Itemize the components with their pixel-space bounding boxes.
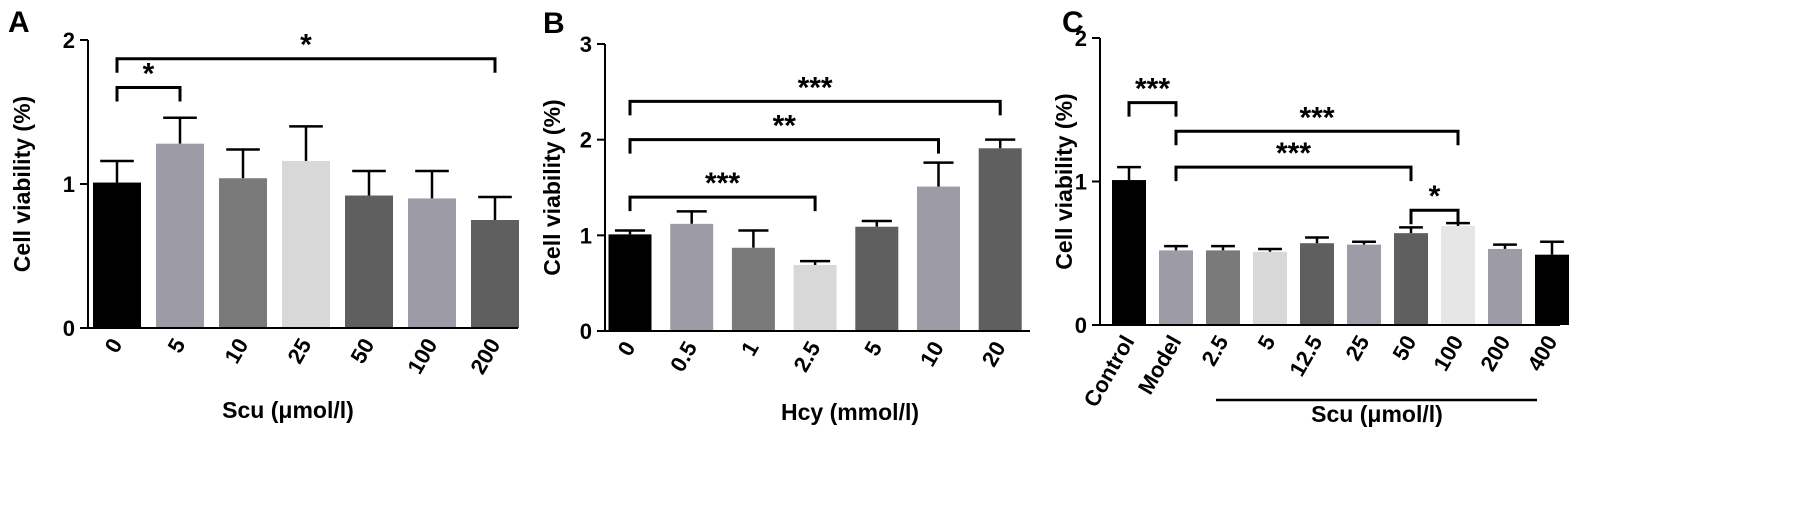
bar — [1488, 248, 1522, 325]
bar — [1112, 180, 1146, 325]
bar — [408, 198, 456, 328]
x-tick-label: 1 — [736, 337, 764, 360]
x-tick-label: 0.5 — [665, 337, 702, 376]
significance-bracket — [628, 195, 817, 212]
bar — [93, 182, 141, 328]
x-tick-label: 25 — [1340, 331, 1374, 365]
y-axis-label: Cell viability (%) — [539, 99, 565, 275]
panel-a: A 0 1 2 Cell viability (%) 0 5 10 25 50 100 200 * * Sc… — [8, 6, 519, 423]
y-tick-label: 1 — [63, 172, 75, 197]
y-tick-label: 0 — [63, 316, 75, 341]
x-tick-label: 25 — [282, 334, 316, 368]
bar — [1441, 225, 1475, 325]
panel-letter: C — [1062, 6, 1084, 39]
y-axis-label: Cell viability (%) — [1051, 93, 1077, 269]
significance-bracket — [115, 57, 497, 73]
x-tick-label: 2.5 — [1196, 331, 1233, 370]
bar — [731, 247, 775, 331]
bar — [1347, 244, 1381, 325]
y-tick-label: 2 — [1075, 26, 1087, 51]
significance-label: *** — [1276, 137, 1311, 170]
significance-label: * — [300, 29, 312, 62]
x-tick-label: 400 — [1522, 331, 1562, 375]
significance-label: *** — [798, 71, 833, 104]
x-tick-label: 100 — [1428, 331, 1468, 375]
significance-label: *** — [1135, 73, 1170, 106]
y-tick-label: 0 — [1075, 313, 1087, 338]
significance-bracket — [1174, 165, 1413, 182]
x-tick-label: 0 — [613, 337, 641, 360]
significance-bracket — [1409, 208, 1460, 225]
x-tick-label: 12.5 — [1284, 331, 1327, 381]
bar — [156, 143, 204, 328]
bar — [855, 226, 899, 331]
panel-letter: A — [8, 6, 30, 39]
bar — [345, 195, 393, 328]
panel-letter: B — [543, 7, 565, 40]
x-tick-label: 20 — [977, 337, 1011, 371]
x-tick-label: 50 — [345, 334, 379, 368]
bar — [282, 160, 330, 328]
x-axis-label: Scu (μmol/l) — [222, 397, 354, 423]
bar — [471, 220, 519, 328]
bar — [1253, 251, 1287, 325]
bar — [917, 186, 960, 331]
x-tick-label: 200 — [1475, 331, 1515, 375]
bar — [1394, 233, 1428, 325]
x-tick-label: 0 — [100, 334, 128, 357]
x-tick-label: Model — [1133, 331, 1186, 399]
significance-label: * — [143, 58, 155, 91]
bar — [1300, 243, 1334, 325]
x-tick-label: Control — [1079, 331, 1140, 411]
y-tick-label: 2 — [580, 128, 592, 153]
bar — [978, 148, 1022, 331]
bar — [1206, 250, 1240, 325]
y-tick-label: 1 — [1075, 170, 1087, 195]
x-axis-label: Scu (μmol/l) — [1311, 401, 1443, 427]
y-tick-label: 1 — [580, 223, 592, 248]
bar — [219, 178, 267, 328]
significance-label: *** — [705, 167, 740, 200]
x-tick-label: 200 — [465, 334, 505, 378]
x-tick-label: 100 — [402, 334, 442, 378]
x-tick-label: 10 — [219, 334, 253, 368]
significance-bracket — [628, 99, 1002, 116]
bar — [1535, 254, 1569, 325]
x-tick-label: 50 — [1387, 331, 1421, 365]
bar — [793, 264, 837, 331]
significance-label: * — [1429, 180, 1441, 213]
significance-label: ** — [773, 110, 797, 143]
significance-label: *** — [1299, 101, 1334, 134]
y-tick-label: 0 — [580, 319, 592, 344]
x-axis-label: Hcy (mmol/l) — [781, 399, 919, 425]
y-tick-label: 3 — [580, 32, 592, 57]
significance-bracket — [1174, 129, 1460, 146]
significance-bracket — [628, 138, 940, 154]
x-tick-label: 5 — [163, 334, 191, 357]
x-tick-label: 2.5 — [788, 337, 825, 376]
significance-bracket — [115, 86, 182, 102]
x-tick-label: 5 — [859, 337, 887, 360]
x-tick-label: 10 — [915, 337, 949, 371]
bar — [608, 234, 652, 331]
bar — [670, 223, 714, 331]
significance-bracket — [1127, 101, 1178, 117]
x-tick-label: 5 — [1253, 331, 1281, 354]
y-tick-label: 2 — [63, 28, 75, 53]
bar — [1159, 250, 1193, 325]
y-axis-label: Cell viability (%) — [9, 96, 35, 272]
